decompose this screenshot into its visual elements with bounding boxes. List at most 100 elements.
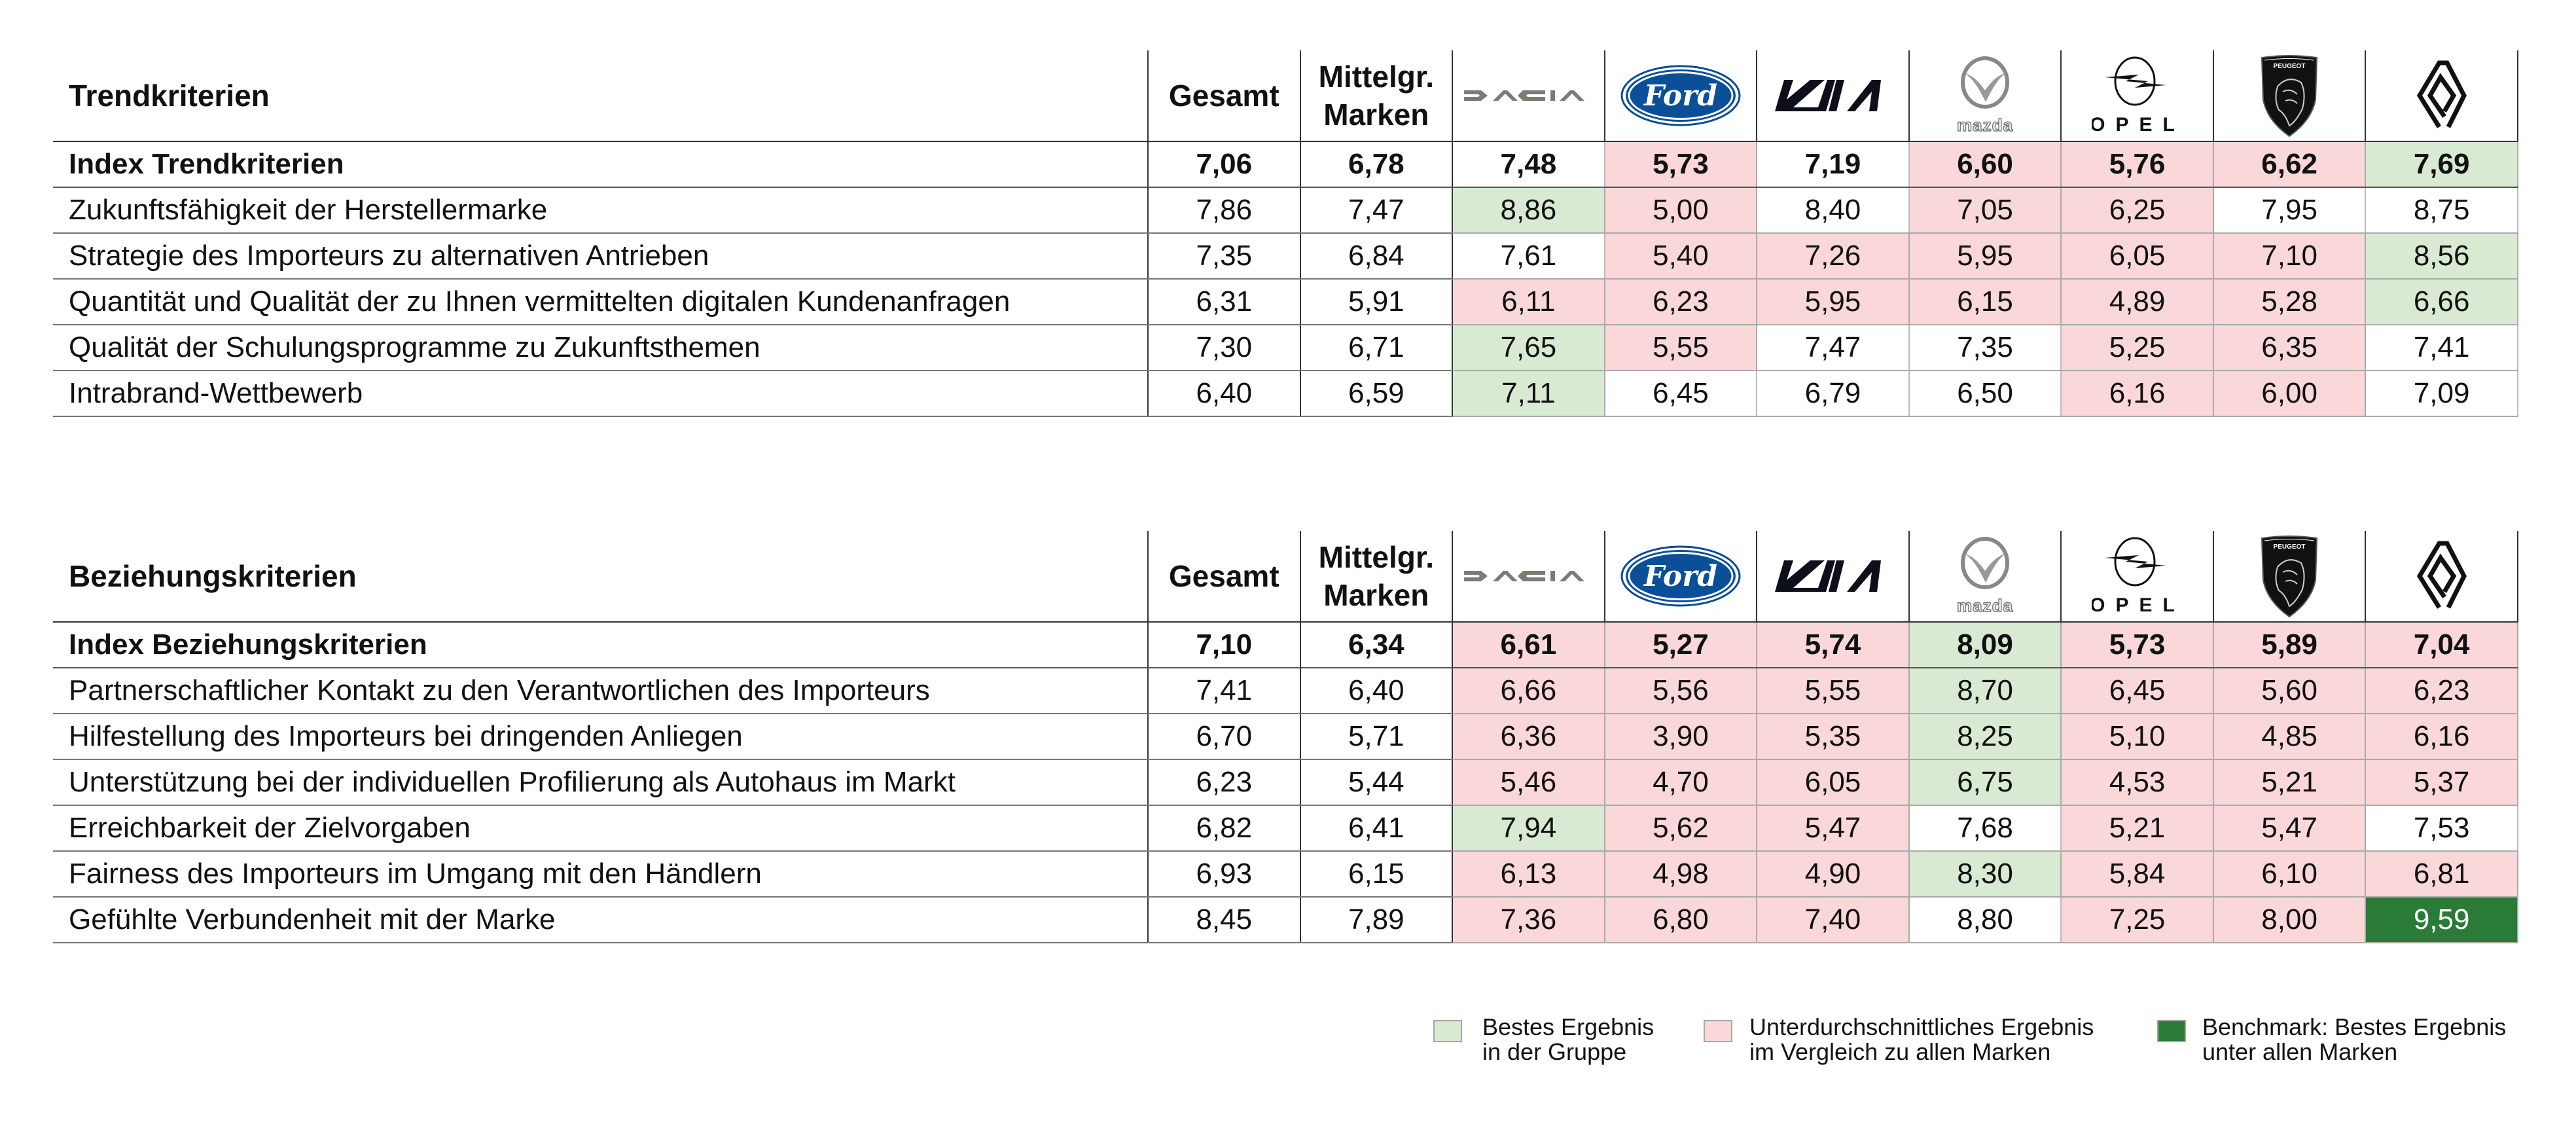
mazda-logo-icon: mazda <box>1910 537 2061 615</box>
table-row: Intrabrand-Wettbewerb 6,40 6,59 7,11 6,45 6,7… <box>53 371 2518 417</box>
cell-ford: 4,70 <box>1603 759 1758 806</box>
cell-mazda: 5,95 <box>1908 233 2062 280</box>
svg-text:Ford: Ford <box>1643 560 1717 593</box>
cell-ford: 6,23 <box>1603 279 1758 325</box>
opel-logo-icon: OPEL <box>2062 537 2213 615</box>
cell-peugeot: 5,89 <box>2212 622 2367 668</box>
cell-peugeot: 4,85 <box>2212 714 2367 760</box>
column-header-kia <box>1756 531 1910 623</box>
cell-mazda: 7,68 <box>1908 805 2062 852</box>
cell-mittelgr-marken: 6,71 <box>1299 325 1454 371</box>
column-header-mittelgr-marken: Mittelgr. Marken <box>1299 50 1454 142</box>
ford-logo-icon: Ford <box>1605 64 1757 127</box>
cell-ford: 4,98 <box>1603 851 1758 898</box>
svg-text:PEUGEOT: PEUGEOT <box>2274 543 2306 551</box>
cell-opel: 6,16 <box>2060 371 2214 417</box>
table-row: Qualität der Schulungsprogramme zu Zukun… <box>53 325 2518 371</box>
table-row: Unterstützung bei der individuellen Prof… <box>53 759 2518 806</box>
legend-label-line2: im Vergleich zu allen Marken <box>1749 1038 2051 1065</box>
cell-opel: 5,76 <box>2060 141 2214 188</box>
cell-peugeot: 5,47 <box>2212 805 2367 852</box>
column-header-dacia <box>1452 531 1605 623</box>
row-label: Fairness des Importeurs im Umgang mit de… <box>53 851 1149 898</box>
svg-text:PEUGEOT: PEUGEOT <box>2274 63 2306 70</box>
legend-label-line1: Benchmark: Bestes Ergebnis <box>2202 1013 2507 1040</box>
cell-mazda: 6,50 <box>1908 371 2062 417</box>
trend-criteria-table: Trendkriterien Gesamt Mittelgr. Marken Ford… <box>53 50 2518 417</box>
row-label: Partnerschaftlicher Kontakt zu den Veran… <box>53 668 1149 714</box>
cell-dacia: 7,48 <box>1452 141 1605 188</box>
table-title: Trendkriterien <box>53 50 1149 142</box>
cell-gesamt: 7,41 <box>1147 668 1301 714</box>
cell-gesamt: 7,06 <box>1147 141 1301 188</box>
cell-ford: 5,27 <box>1603 622 1758 668</box>
column-header-line1: Mittelgr. <box>1318 540 1434 574</box>
cell-renault: 6,23 <box>2365 668 2518 714</box>
cell-renault: 7,69 <box>2365 141 2518 188</box>
svg-text:OPEL: OPEL <box>2092 114 2183 135</box>
cell-mittelgr-marken: 5,44 <box>1299 759 1454 806</box>
cell-gesamt: 7,86 <box>1147 187 1301 234</box>
cell-gesamt: 6,93 <box>1147 851 1301 898</box>
cell-opel: 4,89 <box>2060 279 2214 325</box>
cell-kia: 7,19 <box>1756 141 1910 188</box>
header-row: Trendkriterien Gesamt Mittelgr. Marken Ford… <box>53 50 2518 142</box>
column-header-opel: OPEL <box>2060 531 2214 623</box>
cell-mittelgr-marken: 6,78 <box>1299 141 1454 188</box>
cell-peugeot: 8,00 <box>2212 897 2367 943</box>
column-header-mazda: mazda <box>1908 50 2062 142</box>
cell-peugeot: 6,62 <box>2212 141 2367 188</box>
table-row: Zukunftsfähigkeit der Herstellermarke 7,8… <box>53 187 2518 234</box>
cell-mazda: 8,30 <box>1908 851 2062 898</box>
cell-kia: 6,05 <box>1756 759 1910 806</box>
cell-gesamt: 6,70 <box>1147 714 1301 760</box>
cell-gesamt: 7,10 <box>1147 622 1301 668</box>
peugeot-logo-icon: PEUGEOT <box>2214 534 2365 618</box>
cell-mazda: 6,60 <box>1908 141 2062 188</box>
cell-mazda: 8,09 <box>1908 622 2062 668</box>
cell-gesamt: 6,23 <box>1147 759 1301 806</box>
row-label: Intrabrand-Wettbewerb <box>53 371 1149 417</box>
renault-logo-icon <box>2366 59 2517 132</box>
cell-kia: 5,47 <box>1756 805 1910 852</box>
cell-peugeot: 6,00 <box>2212 371 2367 417</box>
column-header-kia <box>1756 50 1910 142</box>
cell-ford: 3,90 <box>1603 714 1758 760</box>
column-header-opel: OPEL <box>2060 50 2214 142</box>
cell-mazda: 8,80 <box>1908 897 2062 943</box>
cell-opel: 5,25 <box>2060 325 2214 371</box>
cell-mittelgr-marken: 6,84 <box>1299 233 1454 280</box>
cell-ford: 5,55 <box>1603 325 1758 371</box>
cell-renault: 7,04 <box>2365 622 2518 668</box>
legend-label-line1: Unterdurchschnittliches Ergebnis <box>1749 1013 2094 1040</box>
cell-peugeot: 6,10 <box>2212 851 2367 898</box>
cell-mittelgr-marken: 6,34 <box>1299 622 1454 668</box>
column-header-peugeot: PEUGEOT <box>2212 50 2367 142</box>
cell-gesamt: 7,30 <box>1147 325 1301 371</box>
svg-text:OPEL: OPEL <box>2092 594 2183 615</box>
legend-swatch-dark-green <box>2157 1020 2186 1042</box>
table-row: Gefühlte Verbundenheit mit der Marke 8,45… <box>53 897 2518 943</box>
row-label: Zukunftsfähigkeit der Herstellermarke <box>53 187 1149 234</box>
cell-renault: 8,75 <box>2365 187 2518 234</box>
cell-mittelgr-marken: 5,71 <box>1299 714 1454 760</box>
cell-peugeot: 5,28 <box>2212 279 2367 325</box>
table-title: Beziehungskriterien <box>53 531 1149 623</box>
cell-mazda: 6,15 <box>1908 279 2062 325</box>
cell-peugeot: 6,35 <box>2212 325 2367 371</box>
row-label: Gefühlte Verbundenheit mit der Marke <box>53 897 1149 943</box>
cell-kia: 5,74 <box>1756 622 1910 668</box>
legend-label-line2: unter allen Marken <box>2202 1038 2398 1065</box>
cell-dacia: 6,13 <box>1452 851 1605 898</box>
cell-kia: 7,47 <box>1756 325 1910 371</box>
cell-gesamt: 6,40 <box>1147 371 1301 417</box>
cell-kia: 5,55 <box>1756 668 1910 714</box>
cell-dacia: 6,36 <box>1452 714 1605 760</box>
legend-label-line2: in der Gruppe <box>1482 1038 1627 1065</box>
legend-label-line1: Bestes Ergebnis <box>1482 1013 1655 1040</box>
column-header-mazda: mazda <box>1908 531 2062 623</box>
cell-dacia: 7,65 <box>1452 325 1605 371</box>
opel-logo-icon: OPEL <box>2062 56 2213 135</box>
legend-swatch-light-green <box>1433 1020 1462 1042</box>
cell-kia: 7,26 <box>1756 233 1910 280</box>
